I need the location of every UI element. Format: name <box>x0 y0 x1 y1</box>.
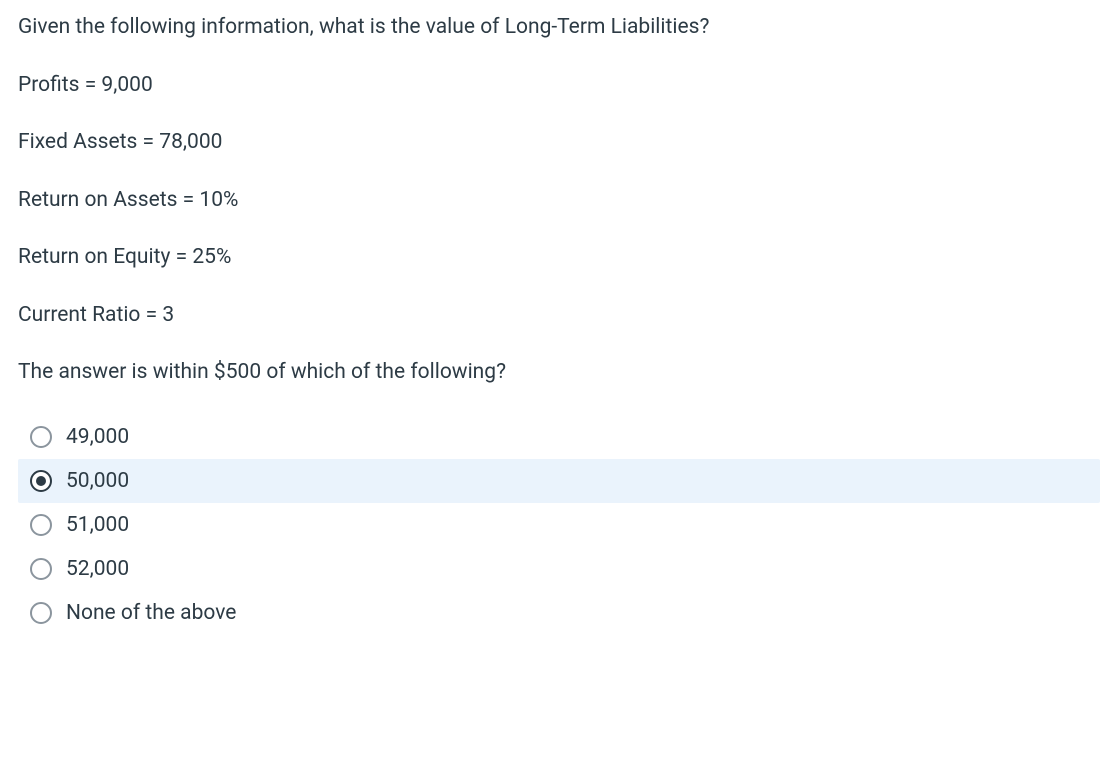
radio-icon <box>30 558 52 580</box>
data-line-profits: Profits = 9,000 <box>18 70 1100 102</box>
option-row-3[interactable]: 52,000 <box>18 547 1100 591</box>
question-sub-prompt: The answer is within $500 of which of th… <box>18 357 1100 389</box>
question-container: Given the following information, what is… <box>18 12 1100 389</box>
option-label: None of the above <box>66 601 236 625</box>
data-line-fixed-assets: Fixed Assets = 78,000 <box>18 127 1100 159</box>
option-label: 50,000 <box>66 469 129 493</box>
radio-icon <box>30 426 52 448</box>
option-label: 51,000 <box>66 513 129 537</box>
option-row-1[interactable]: 50,000 <box>18 459 1100 503</box>
radio-icon <box>30 470 52 492</box>
options-container: 49,000 50,000 51,000 52,000 None of the … <box>18 415 1100 635</box>
radio-icon <box>30 602 52 624</box>
data-line-roa: Return on Assets = 10% <box>18 185 1100 217</box>
option-row-4[interactable]: None of the above <box>18 591 1100 635</box>
radio-icon <box>30 514 52 536</box>
option-label: 52,000 <box>66 557 129 581</box>
option-row-0[interactable]: 49,000 <box>18 415 1100 459</box>
data-line-current-ratio: Current Ratio = 3 <box>18 300 1100 332</box>
data-line-roe: Return on Equity = 25% <box>18 242 1100 274</box>
radio-dot-icon <box>36 476 46 486</box>
option-label: 49,000 <box>66 425 129 449</box>
option-row-2[interactable]: 51,000 <box>18 503 1100 547</box>
question-prompt: Given the following information, what is… <box>18 12 1100 44</box>
